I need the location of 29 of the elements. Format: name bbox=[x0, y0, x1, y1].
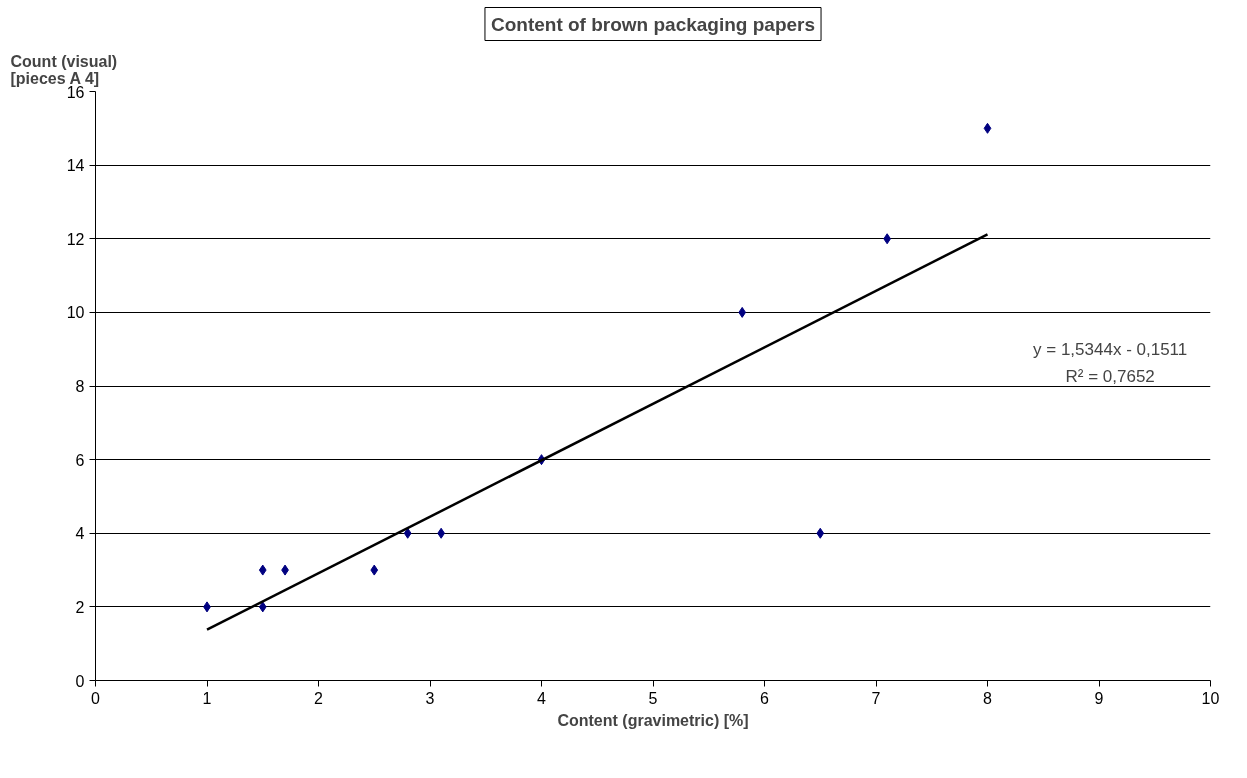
x-tick-label: 7 bbox=[871, 689, 881, 707]
point bbox=[370, 564, 379, 576]
y-tick-label: 2 bbox=[75, 598, 85, 616]
x-tick-label: 5 bbox=[648, 689, 658, 707]
x-tick-label: 2 bbox=[314, 689, 324, 707]
x-tick-label: 10 bbox=[1201, 689, 1220, 707]
y-tick-label: 6 bbox=[75, 451, 85, 469]
x-tick-label: 4 bbox=[537, 689, 547, 707]
x-tick-label: 9 bbox=[1094, 689, 1104, 707]
point bbox=[983, 122, 992, 134]
point bbox=[258, 601, 267, 613]
y-tick-label: 10 bbox=[66, 304, 85, 322]
y-tick-label: 14 bbox=[66, 157, 85, 175]
y-tick-label: 4 bbox=[75, 525, 85, 543]
x-tick-label: 0 bbox=[91, 689, 101, 707]
y-tick-label: 8 bbox=[75, 378, 85, 395]
point bbox=[816, 527, 825, 539]
x-tick-label: 1 bbox=[202, 689, 212, 707]
y-tick-label: 0 bbox=[75, 672, 85, 690]
y-tick-label: 12 bbox=[66, 230, 85, 248]
point bbox=[738, 306, 747, 318]
annotation: R² = 0,7652 bbox=[1065, 367, 1155, 387]
x-tick-label: 3 bbox=[425, 689, 435, 707]
x-axis-title: Content (gravimetric) [%] bbox=[557, 711, 749, 729]
x-tick-label: 8 bbox=[983, 689, 993, 707]
chart-title: Content of brown packaging papers bbox=[490, 13, 816, 35]
point bbox=[258, 564, 267, 576]
annotation: y = 1,5344x - 0,1511 bbox=[1033, 339, 1188, 359]
x-tick-label: 6 bbox=[760, 689, 770, 707]
